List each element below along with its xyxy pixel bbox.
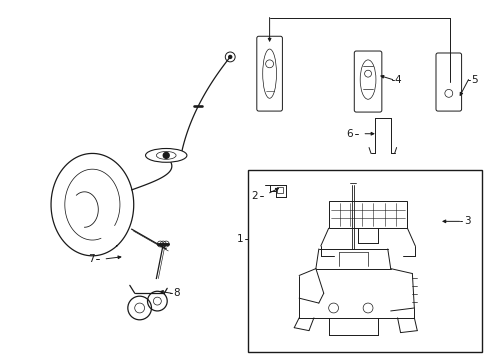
Bar xyxy=(277,187,283,193)
Text: 6: 6 xyxy=(346,129,352,139)
Text: 2: 2 xyxy=(251,191,257,201)
Bar xyxy=(328,201,407,228)
Text: 1: 1 xyxy=(236,234,243,244)
Text: 8: 8 xyxy=(173,288,180,298)
Text: 7: 7 xyxy=(87,254,94,264)
Circle shape xyxy=(228,55,231,58)
Circle shape xyxy=(163,152,169,158)
Text: 4: 4 xyxy=(394,75,401,85)
Text: 3: 3 xyxy=(464,216,470,226)
Ellipse shape xyxy=(145,148,186,162)
Text: 5: 5 xyxy=(470,75,477,85)
Bar xyxy=(247,170,481,352)
